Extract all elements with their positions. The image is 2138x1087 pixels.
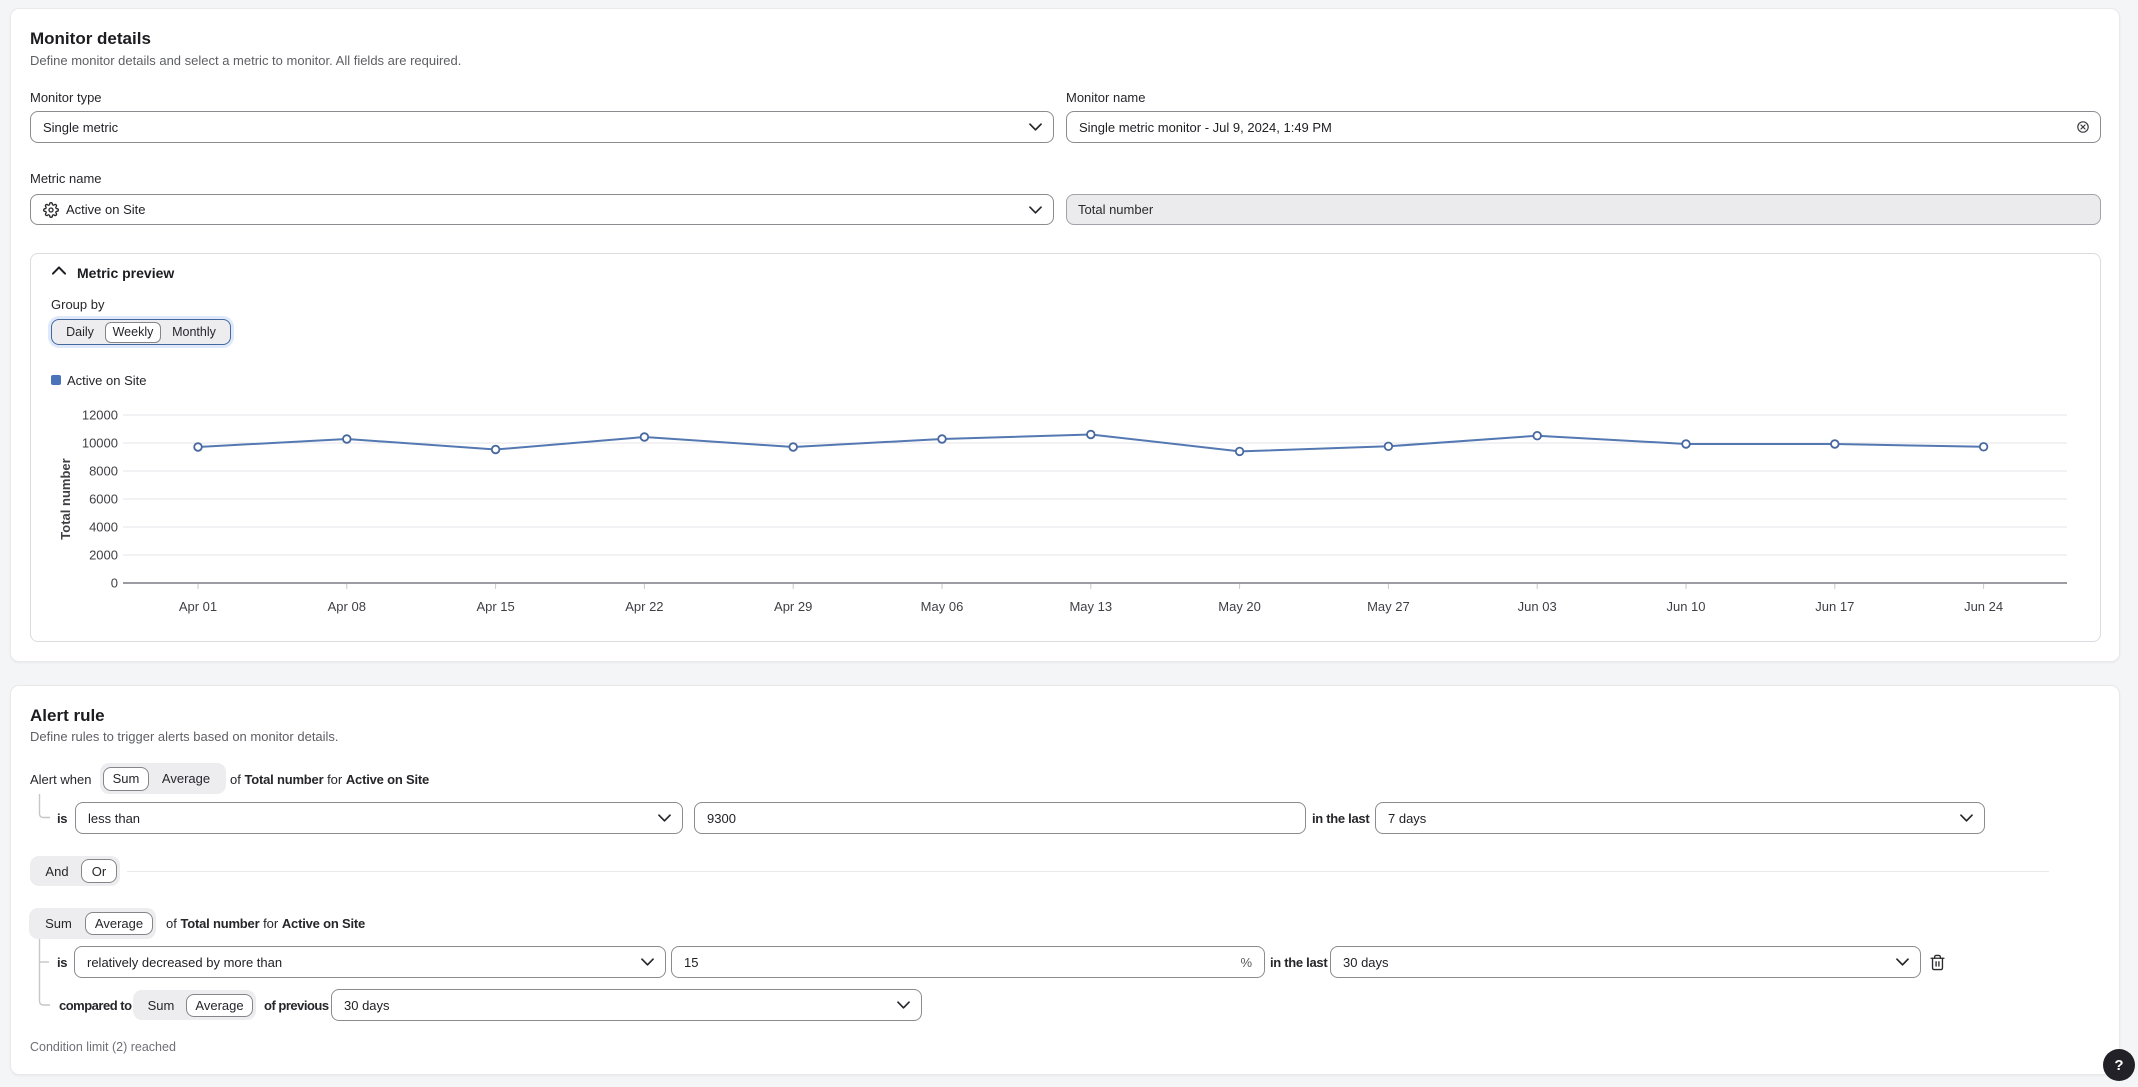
svg-text:10000: 10000 xyxy=(82,436,118,451)
svg-text:May 13: May 13 xyxy=(1069,599,1112,614)
svg-text:0: 0 xyxy=(111,576,118,591)
svg-text:4000: 4000 xyxy=(89,520,118,535)
svg-text:Jun 24: Jun 24 xyxy=(1964,599,2003,614)
svg-text:Apr 29: Apr 29 xyxy=(774,599,812,614)
svg-text:May 06: May 06 xyxy=(921,599,964,614)
svg-text:12000: 12000 xyxy=(82,408,118,423)
svg-text:Apr 22: Apr 22 xyxy=(625,599,663,614)
svg-text:8000: 8000 xyxy=(89,464,118,479)
svg-text:May 20: May 20 xyxy=(1218,599,1261,614)
svg-text:2000: 2000 xyxy=(89,548,118,563)
svg-text:Apr 01: Apr 01 xyxy=(179,599,217,614)
svg-text:Apr 15: Apr 15 xyxy=(476,599,514,614)
svg-text:Apr 08: Apr 08 xyxy=(328,599,366,614)
svg-text:Jun 03: Jun 03 xyxy=(1518,599,1557,614)
svg-text:6000: 6000 xyxy=(89,492,118,507)
svg-text:May 27: May 27 xyxy=(1367,599,1410,614)
svg-text:Jun 10: Jun 10 xyxy=(1666,599,1705,614)
svg-text:Total number: Total number xyxy=(58,458,73,539)
svg-text:Jun 17: Jun 17 xyxy=(1815,599,1854,614)
